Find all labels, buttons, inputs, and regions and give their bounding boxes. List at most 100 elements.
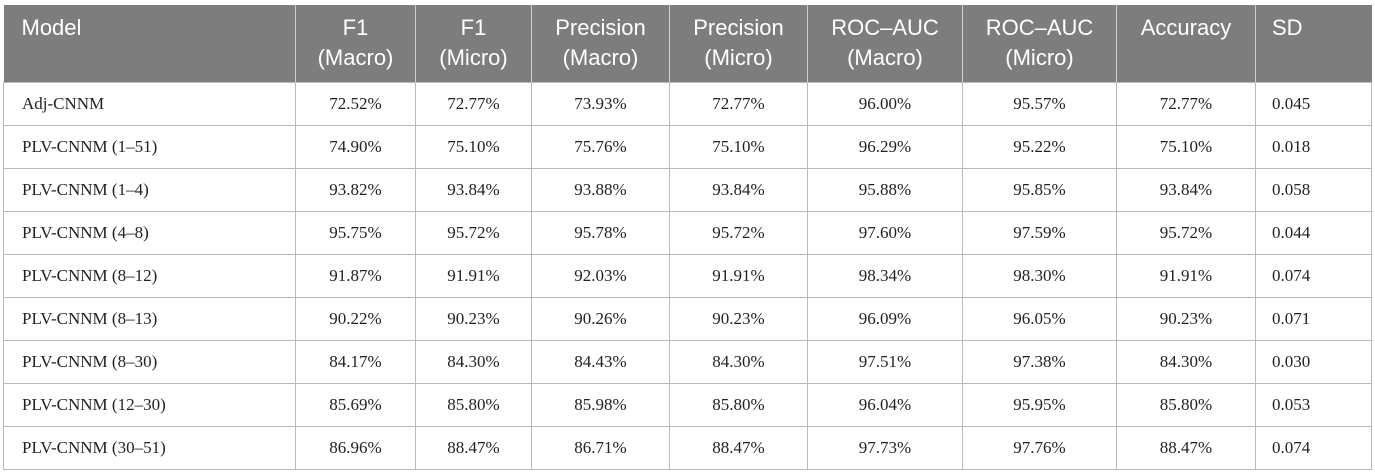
cell-accuracy: 93.84%: [1116, 167, 1256, 212]
cell-sd: 0.030: [1255, 339, 1372, 384]
cell-precision-macro: 92.03%: [531, 253, 670, 298]
cell-precision-micro: 72.77%: [669, 81, 808, 126]
results-table: Model F1 (Macro) F1 (Micro) Precision (Macr…: [3, 5, 1372, 470]
cell-f1-micro: 85.80%: [415, 382, 532, 427]
cell-roc-auc-macro: 97.51%: [807, 339, 963, 384]
cell-roc-auc-micro: 95.85%: [962, 167, 1117, 212]
cell-precision-macro: 84.43%: [531, 339, 670, 384]
cell-roc-auc-macro: 97.60%: [807, 210, 963, 255]
header-sd: SD: [1255, 5, 1372, 82]
cell-roc-auc-micro: 95.57%: [962, 81, 1117, 126]
cell-precision-micro: 88.47%: [669, 425, 808, 470]
cell-model: PLV-CNNM (8–13): [3, 296, 296, 341]
cell-sd: 0.044: [1255, 210, 1372, 255]
header-model: Model: [3, 5, 296, 82]
cell-f1-macro: 95.75%: [295, 210, 416, 255]
cell-precision-micro: 85.80%: [669, 382, 808, 427]
cell-accuracy: 72.77%: [1116, 81, 1256, 126]
cell-precision-micro: 84.30%: [669, 339, 808, 384]
cell-sd: 0.071: [1255, 296, 1372, 341]
cell-f1-macro: 90.22%: [295, 296, 416, 341]
cell-f1-macro: 91.87%: [295, 253, 416, 298]
cell-roc-auc-macro: 96.09%: [807, 296, 963, 341]
cell-accuracy: 88.47%: [1116, 425, 1256, 470]
header-accuracy: Accuracy: [1116, 5, 1256, 82]
table-row: PLV-CNNM (8–12) 91.87% 91.91% 92.03% 91.…: [3, 253, 1372, 298]
cell-f1-micro: 90.23%: [415, 296, 532, 341]
cell-model: PLV-CNNM (4–8): [3, 210, 296, 255]
cell-f1-micro: 88.47%: [415, 425, 532, 470]
table-row: PLV-CNNM (1–4) 93.82% 93.84% 93.88% 93.8…: [3, 167, 1372, 212]
cell-f1-macro: 74.90%: [295, 124, 416, 169]
cell-sd: 0.053: [1255, 382, 1372, 427]
cell-accuracy: 90.23%: [1116, 296, 1256, 341]
cell-precision-macro: 86.71%: [531, 425, 670, 470]
cell-model: Adj-CNNM: [3, 81, 296, 126]
header-row: Model F1 (Macro) F1 (Micro) Precision (Macr…: [3, 5, 1372, 82]
cell-roc-auc-micro: 97.76%: [962, 425, 1117, 470]
table-row: PLV-CNNM (1–51) 74.90% 75.10% 75.76% 75.…: [3, 124, 1372, 169]
header-precision-micro: Precision (Micro): [669, 5, 808, 82]
table-row: PLV-CNNM (4–8) 95.75% 95.72% 95.78% 95.7…: [3, 210, 1372, 255]
cell-sd: 0.018: [1255, 124, 1372, 169]
cell-roc-auc-macro: 96.29%: [807, 124, 963, 169]
cell-roc-auc-micro: 97.59%: [962, 210, 1117, 255]
cell-model: PLV-CNNM (12–30): [3, 382, 296, 427]
cell-f1-macro: 93.82%: [295, 167, 416, 212]
cell-sd: 0.058: [1255, 167, 1372, 212]
cell-f1-macro: 72.52%: [295, 81, 416, 126]
cell-f1-macro: 85.69%: [295, 382, 416, 427]
cell-roc-auc-micro: 95.95%: [962, 382, 1117, 427]
cell-precision-macro: 85.98%: [531, 382, 670, 427]
cell-roc-auc-macro: 96.04%: [807, 382, 963, 427]
header-roc-auc-micro: ROC–AUC (Micro): [962, 5, 1117, 82]
cell-f1-macro: 86.96%: [295, 425, 416, 470]
cell-f1-micro: 75.10%: [415, 124, 532, 169]
cell-precision-macro: 73.93%: [531, 81, 670, 126]
table-row: PLV-CNNM (8–30) 84.17% 84.30% 84.43% 84.…: [3, 339, 1372, 384]
cell-model: PLV-CNNM (1–51): [3, 124, 296, 169]
cell-accuracy: 75.10%: [1116, 124, 1256, 169]
header-precision-macro: Precision (Macro): [531, 5, 670, 82]
cell-precision-macro: 93.88%: [531, 167, 670, 212]
cell-precision-micro: 93.84%: [669, 167, 808, 212]
cell-precision-micro: 91.91%: [669, 253, 808, 298]
cell-f1-micro: 84.30%: [415, 339, 532, 384]
cell-roc-auc-macro: 98.34%: [807, 253, 963, 298]
cell-model: PLV-CNNM (8–12): [3, 253, 296, 298]
table-row: Adj-CNNM 72.52% 72.77% 73.93% 72.77% 96.…: [3, 81, 1372, 126]
table-row: PLV-CNNM (30–51) 86.96% 88.47% 86.71% 88…: [3, 425, 1372, 470]
cell-f1-micro: 95.72%: [415, 210, 532, 255]
header-f1-macro: F1 (Macro): [295, 5, 416, 82]
cell-f1-micro: 91.91%: [415, 253, 532, 298]
header-f1-micro: F1 (Micro): [415, 5, 532, 82]
header-roc-auc-macro: ROC–AUC (Macro): [807, 5, 963, 82]
cell-sd: 0.074: [1255, 253, 1372, 298]
cell-roc-auc-macro: 95.88%: [807, 167, 963, 212]
cell-accuracy: 85.80%: [1116, 382, 1256, 427]
cell-sd: 0.045: [1255, 81, 1372, 126]
cell-precision-macro: 90.26%: [531, 296, 670, 341]
cell-f1-micro: 93.84%: [415, 167, 532, 212]
cell-sd: 0.074: [1255, 425, 1372, 470]
cell-accuracy: 91.91%: [1116, 253, 1256, 298]
cell-precision-macro: 95.78%: [531, 210, 670, 255]
cell-roc-auc-micro: 97.38%: [962, 339, 1117, 384]
results-table-container: Model F1 (Macro) F1 (Micro) Precision (Macr…: [3, 5, 1372, 470]
cell-precision-micro: 90.23%: [669, 296, 808, 341]
cell-f1-macro: 84.17%: [295, 339, 416, 384]
table-row: PLV-CNNM (12–30) 85.69% 85.80% 85.98% 85…: [3, 382, 1372, 427]
cell-roc-auc-micro: 98.30%: [962, 253, 1117, 298]
cell-f1-micro: 72.77%: [415, 81, 532, 126]
cell-accuracy: 84.30%: [1116, 339, 1256, 384]
cell-precision-macro: 75.76%: [531, 124, 670, 169]
cell-accuracy: 95.72%: [1116, 210, 1256, 255]
cell-roc-auc-macro: 97.73%: [807, 425, 963, 470]
cell-roc-auc-micro: 95.22%: [962, 124, 1117, 169]
cell-precision-micro: 75.10%: [669, 124, 808, 169]
cell-model: PLV-CNNM (30–51): [3, 425, 296, 470]
table-row: PLV-CNNM (8–13) 90.22% 90.23% 90.26% 90.…: [3, 296, 1372, 341]
cell-roc-auc-macro: 96.00%: [807, 81, 963, 126]
cell-precision-micro: 95.72%: [669, 210, 808, 255]
cell-model: PLV-CNNM (1–4): [3, 167, 296, 212]
